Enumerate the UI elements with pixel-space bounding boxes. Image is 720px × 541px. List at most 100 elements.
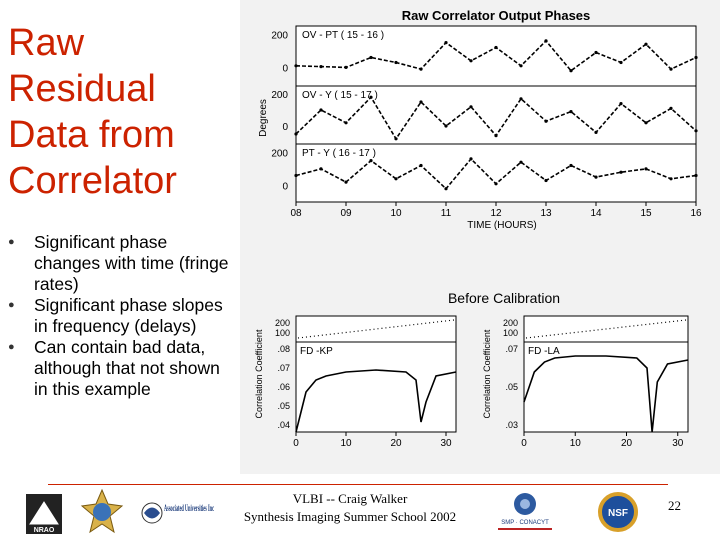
au-logo-text: Associated Universities Inc (164, 503, 214, 513)
amp-tick-label: .07 (277, 363, 290, 373)
phase-point (419, 100, 423, 104)
phase-point (619, 102, 623, 106)
phase-point (444, 41, 448, 45)
associated-universities-logo: Associated Universities Inc (140, 494, 216, 532)
phase-point (494, 45, 498, 50)
title-line: Residual (8, 68, 156, 110)
nrao-logo-graphic: NRAO (29, 501, 59, 534)
chart2-title: Before Calibration (448, 290, 560, 306)
x-tick-label: 12 (490, 208, 502, 219)
phase-tick-label: 200 (275, 318, 290, 328)
phase-point (494, 134, 498, 138)
phase-point (419, 67, 423, 71)
footer-line-2: Synthesis Imaging Summer School 2002 (243, 509, 457, 524)
slide-title: Raw Residual Data from Correlator (8, 20, 233, 204)
x-tick-label: 11 (441, 208, 452, 219)
x-tick-label: 13 (540, 208, 552, 219)
panel-label-bg (300, 146, 396, 158)
chart2-ylabel: Correlation Coefficient (482, 329, 492, 418)
phase-point (319, 108, 323, 112)
amp-tick-label: .04 (277, 420, 290, 430)
phase-trend (525, 319, 687, 339)
phase-tick-label: 100 (503, 328, 518, 338)
slide-footer: VLBI -- Craig Walker Synthesis Imaging S… (200, 490, 500, 526)
phase-point (544, 178, 548, 183)
panel-label: OV - PT ( 15 - 16 ) (302, 30, 384, 41)
phase-point (644, 42, 648, 46)
x-tick-label: 09 (340, 208, 352, 219)
x-tick-label: 15 (640, 208, 652, 219)
amp-tick-label: .06 (277, 382, 290, 392)
phase-point (619, 170, 623, 174)
amp-tick-label: .05 (277, 401, 290, 411)
smp-logo-text: SMP · CONACYT (501, 520, 549, 526)
phase-point (369, 55, 373, 60)
amp-tick-label: .03 (505, 420, 518, 430)
phase-point (544, 39, 548, 43)
nrao-logo: NRAO (26, 494, 62, 534)
bullet-list: Significant phase changes with time (fri… (8, 232, 238, 400)
phase-point (344, 121, 348, 125)
x-tick-label: 20 (390, 438, 402, 449)
amp-tick-label: .08 (277, 344, 290, 354)
phase-point (369, 159, 373, 163)
phase-point (569, 69, 573, 73)
bullet-item: Can contain bad data, although that not … (8, 337, 238, 400)
x-tick-label: 0 (521, 438, 527, 449)
amp-tick-label: .05 (505, 382, 518, 392)
chart1-frame (295, 25, 697, 203)
title-line: Raw (8, 22, 85, 64)
x-tick-label: 14 (590, 208, 602, 219)
phase-point (444, 187, 448, 191)
amplitude-series (523, 355, 689, 433)
page-number: 22 (668, 498, 681, 513)
panel-label: OV - Y ( 15 - 17 ) (302, 90, 378, 101)
nsf-logo-graphic: NSF (598, 492, 638, 532)
seal-logo (80, 488, 124, 536)
y-tick-label: 0 (282, 63, 288, 74)
phase-point (619, 60, 623, 65)
footer-divider (48, 484, 668, 485)
chart1-title: Raw Correlator Output Phases (402, 8, 591, 23)
nsf-logo: NSF (596, 490, 640, 534)
phase-point (294, 132, 298, 136)
phase-point (569, 110, 573, 114)
correlator-figure: Raw Correlator Output Phases 200 0 OV - PT … (240, 0, 720, 474)
phase-point (419, 163, 423, 168)
footer-line-1: VLBI -- Craig Walker (292, 491, 408, 506)
phase-tick-label: 200 (503, 318, 518, 328)
phase-point (544, 119, 548, 123)
phase-point (469, 157, 473, 161)
phase-point (344, 180, 348, 184)
phase-point (594, 175, 598, 179)
chart1-ylabel: Degrees (258, 99, 269, 137)
title-line: Correlator (8, 160, 177, 202)
phase-point (594, 50, 598, 55)
phase-point (394, 60, 398, 65)
baseline-label: FD -KP (300, 346, 333, 357)
nsf-logo-text: NSF (608, 508, 628, 519)
phase-point (469, 59, 473, 63)
phase-point (319, 167, 323, 171)
bullet-item: Significant phase changes with time (fri… (8, 232, 238, 295)
title-line: Data from (8, 114, 175, 156)
x-tick-label: 10 (390, 208, 402, 219)
chart1-xlabel: TIME (HOURS) (467, 220, 536, 231)
phase-tick-label: 100 (275, 328, 290, 338)
phase-point (694, 129, 698, 133)
phase-point (319, 65, 323, 69)
smp-logo-graphic: SMP · CONACYT (498, 493, 552, 530)
x-tick-label: 30 (672, 438, 684, 449)
amplitude-series (295, 369, 457, 433)
x-tick-label: 10 (570, 438, 582, 449)
phase-point (694, 55, 698, 60)
phase-point (369, 95, 373, 99)
y-tick-label: 0 (282, 181, 288, 192)
baseline-label: FD -LA (528, 346, 560, 357)
x-tick-label: 08 (290, 208, 302, 219)
x-tick-label: 0 (293, 438, 299, 449)
phase-point (669, 67, 673, 71)
phase-point (294, 64, 298, 68)
panel-label: PT - Y ( 16 - 17 ) (302, 148, 376, 159)
